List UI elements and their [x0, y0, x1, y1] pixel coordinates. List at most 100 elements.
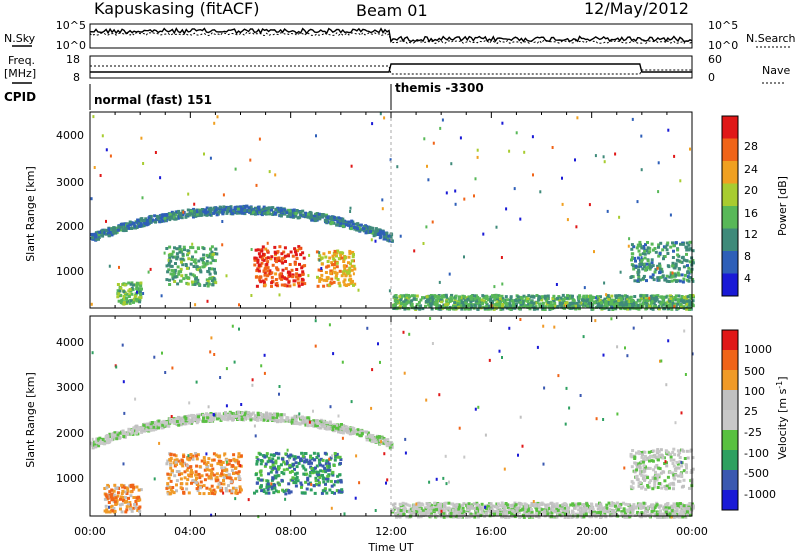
- power-cell: [90, 232, 94, 236]
- power-cell: [620, 299, 624, 303]
- power-cell: [658, 262, 662, 266]
- power-cell: [417, 300, 421, 304]
- power-cell: [199, 209, 202, 213]
- power-cell: [185, 276, 189, 280]
- power-cell: [633, 305, 637, 309]
- power-cell: [684, 259, 688, 263]
- power-cell: [511, 301, 515, 305]
- velocity-cell: [267, 456, 271, 460]
- velocity-cell: [112, 489, 116, 493]
- power-cell: [134, 297, 138, 301]
- power-cell: [344, 274, 348, 278]
- power-cell: [473, 297, 477, 301]
- velocity-cell: [118, 436, 121, 440]
- power-cell: [431, 298, 435, 302]
- velocity-cell: [143, 429, 146, 433]
- velocity-cell: [473, 515, 477, 519]
- power-cell: [97, 232, 101, 236]
- power-cell: [648, 246, 652, 250]
- velocity-cell: [270, 459, 274, 463]
- power-cell: [146, 219, 150, 223]
- velocity-cell: [523, 510, 527, 514]
- power-cell: [291, 212, 295, 216]
- velocity-cell: [173, 458, 177, 462]
- power-cell: [661, 302, 665, 306]
- power-cell: [190, 280, 194, 284]
- power-cell: [661, 248, 665, 252]
- power-cell: [548, 305, 552, 309]
- velocity-cell: [300, 416, 304, 420]
- power-scatter-cell: [221, 220, 224, 223]
- power-cell: [637, 307, 641, 311]
- power-cell: [256, 258, 260, 262]
- power-scatter-cell: [459, 136, 462, 140]
- velocity-cell: [200, 459, 204, 463]
- power-cell: [257, 207, 261, 211]
- power-cell: [679, 242, 682, 246]
- power-cell: [186, 208, 190, 212]
- power-scatter-cell: [482, 232, 485, 236]
- power-cell: [458, 295, 461, 299]
- velocity-cell: [302, 466, 306, 470]
- power-scatter-cell: [574, 158, 576, 162]
- power-cell: [207, 212, 211, 216]
- power-cell: [230, 212, 234, 215]
- velocity-cell: [384, 442, 388, 446]
- power-cell: [177, 247, 181, 251]
- velocity-cell: [341, 425, 345, 429]
- power-cell: [324, 255, 328, 259]
- power-cell: [473, 303, 477, 307]
- power-cell: [306, 215, 310, 218]
- power-cell: [293, 262, 297, 266]
- power-cell: [393, 302, 397, 306]
- power-cell: [341, 217, 345, 221]
- velocity-cell: [166, 482, 170, 486]
- power-cell: [225, 209, 229, 213]
- power-cell: [677, 273, 681, 277]
- power-cell: [111, 227, 115, 231]
- power-cell: [266, 274, 270, 278]
- power-cell: [550, 303, 554, 307]
- power-cell: [682, 296, 686, 300]
- power-cell: [281, 257, 284, 261]
- velocity-cell: [332, 423, 336, 427]
- velocity-cell: [328, 420, 332, 424]
- power-cell: [648, 267, 652, 271]
- velocity-cell: [325, 491, 329, 495]
- power-cell: [264, 207, 268, 210]
- velocity-cell: [316, 454, 320, 458]
- power-cell: [638, 278, 642, 282]
- velocity-cell: [202, 413, 205, 417]
- power-cell: [535, 307, 539, 311]
- velocity-cell: [262, 488, 266, 492]
- power-scatter-cell: [101, 134, 104, 138]
- velocity-cell: [210, 484, 214, 488]
- power-cell: [546, 294, 550, 298]
- velocity-cell: [116, 431, 120, 435]
- power-cell: [130, 286, 134, 290]
- power-cell: [623, 307, 627, 311]
- velocity-cell: [271, 416, 275, 420]
- velocity-cell: [112, 435, 116, 439]
- velocity-cell: [96, 444, 100, 448]
- power-cell: [269, 257, 273, 261]
- velocity-cell: [134, 506, 138, 510]
- velocity-cell: [266, 418, 270, 422]
- power-cell: [123, 300, 126, 304]
- velocity-cell: [451, 515, 455, 519]
- velocity-cell: [189, 465, 193, 469]
- power-scatter-cell: [614, 152, 617, 156]
- power-cell: [339, 222, 343, 225]
- velocity-cell: [323, 425, 327, 429]
- power-cell: [372, 234, 376, 238]
- velocity-cell: [196, 489, 200, 493]
- velocity-cell: [318, 461, 322, 465]
- power-cell: [263, 271, 267, 275]
- power-cbar-tick-12: 12: [744, 228, 758, 241]
- velocity-cell: [215, 476, 219, 479]
- power-cell: [638, 244, 642, 248]
- velocity-cell: [288, 419, 292, 423]
- power-cell: [442, 303, 446, 307]
- power-cell: [332, 263, 336, 266]
- power-cell: [288, 209, 292, 213]
